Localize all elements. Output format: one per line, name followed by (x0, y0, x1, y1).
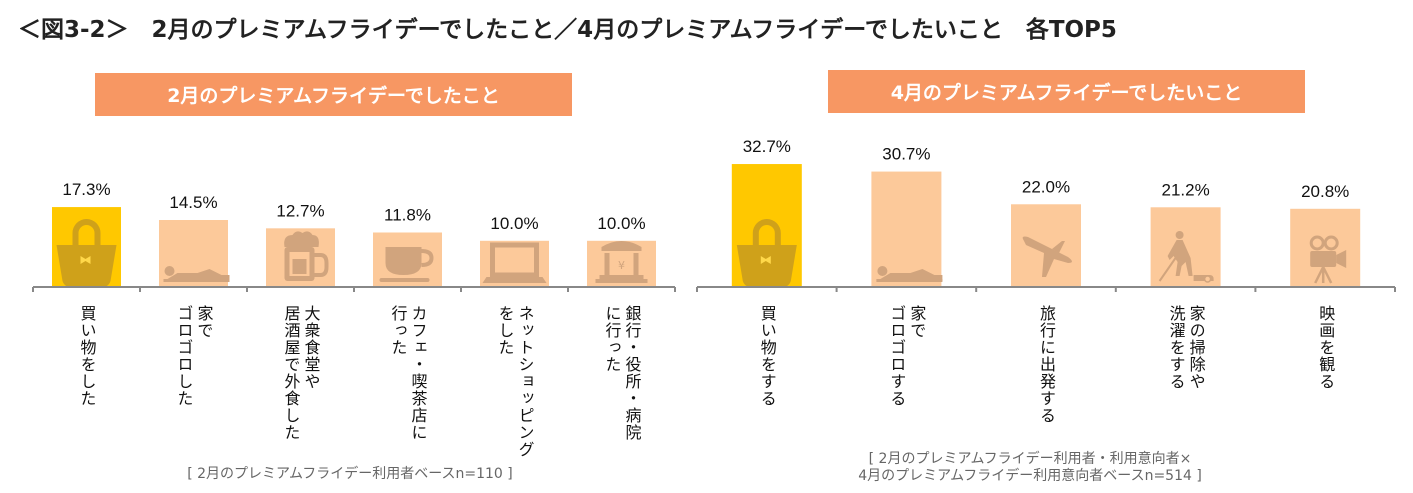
chart-left-data-label: 10.0% (490, 214, 538, 233)
chart-left-title-banner: 2月のプレミアムフライデーでしたこと (95, 73, 572, 116)
category-label-line: をした (495, 305, 515, 356)
category-label-line: 大衆食堂や (301, 305, 321, 390)
category-label-line: 家の掃除や (1186, 305, 1206, 390)
movie-camera-icon (1309, 235, 1347, 284)
chart-right-bar-group: 21.2% (1150, 180, 1221, 287)
category-label-line: 行った (388, 305, 408, 356)
vacuum-cleaning-icon (1158, 231, 1214, 283)
chart-right-category-label: 買い物をする (757, 305, 777, 407)
chart-right-category-label: 映画を観る (1315, 305, 1335, 390)
chart-right-data-label: 21.2% (1161, 180, 1209, 199)
beer-mug-icon (284, 231, 329, 281)
chart-right-category-label: 家で ゴロゴロする (886, 305, 926, 407)
chart-left-bar-group: 10.0% (480, 214, 549, 287)
svg-text:¥: ¥ (618, 259, 625, 272)
chart-left-bar-group: 17.3% (52, 180, 121, 287)
figure-title: ＜図3-2＞ 2月のプレミアムフライデーでしたこと／4月のプレミアムフライデーで… (18, 17, 1117, 43)
chart-left-category-label: 大衆食堂や 居酒屋で外食した (281, 305, 321, 441)
chart-left-category-label: 買い物をした (77, 305, 97, 407)
chart-left-category-label: ネットショッピング をした (495, 305, 535, 458)
chart-left-data-label: 11.8% (384, 205, 431, 224)
chart-right-data-label: 32.7% (743, 137, 791, 156)
chart-right-category-label: 家の掃除や 洗濯をする (1166, 305, 1206, 390)
category-label-line: ネットショッピング (515, 305, 535, 458)
bank-icon: ¥ (595, 241, 648, 283)
chart-right-data-label: 20.8% (1301, 182, 1349, 201)
chart-right: 32.7% 30.7% 22.0% 21.2% 20.8% (696, 137, 1396, 292)
category-label-line: 洗濯をする (1166, 305, 1186, 390)
chart-right-data-label: 22.0% (1022, 177, 1070, 196)
category-label-line: 買い物をする (757, 305, 777, 407)
category-label-line: ゴロゴロした (174, 305, 194, 407)
category-label-line: 家で (907, 305, 927, 339)
chart-right-base-note: [ 2月のプレミアムフライデー利用者・利用意向者× 4月のプレミアムフライデー利… (740, 451, 1320, 485)
category-label-line: 家で (194, 305, 214, 339)
chart-right-base-note-line-1: [ 2月のプレミアムフライデー利用者・利用意向者× (868, 451, 1192, 467)
chart-right-base-note-line-2: 4月のプレミアムフライデー利用意向者ベースn=514 ] (858, 468, 1202, 484)
chart-right-bar (1290, 208, 1361, 287)
chart-left-data-label: 10.0% (597, 214, 645, 233)
airplane-icon (1022, 236, 1072, 277)
chart-left-base-note: [ 2月のプレミアムフライデー利用者ベースn=110 ] (187, 466, 513, 482)
chart-right-bar-group: 20.8% (1290, 182, 1361, 287)
chart-left-bar-group: 12.7% (266, 201, 335, 287)
chart-left-bar-group: 14.5% (159, 193, 230, 287)
chart-right-bar-group: 32.7% (731, 137, 802, 287)
category-label-line: 銀行・役所・病院 (622, 305, 642, 441)
chart-right-category-label: 旅行に出発する (1036, 305, 1056, 424)
category-label-line: 旅行に出発する (1037, 305, 1056, 424)
laptop-icon (482, 242, 547, 283)
chart-right-bar-group: 22.0% (1011, 177, 1081, 287)
lying-person-icon (876, 266, 943, 282)
chart-left-category-label: カフェ・喫茶店に 行った (388, 305, 428, 441)
coffee-cup-icon (379, 247, 434, 282)
category-label-line: 映画を観る (1316, 305, 1336, 390)
category-label-line: 居酒屋で外食した (281, 305, 301, 441)
category-label-line: に行った (602, 305, 622, 373)
chart-right-bar-group: 30.7% (871, 145, 943, 287)
chart-right-title-banner: 4月のプレミアムフライデーでしたいこと (828, 70, 1305, 113)
lying-person-icon (163, 266, 230, 282)
category-label-line: ゴロゴロする (887, 305, 907, 407)
chart-left-category-label: 銀行・役所・病院 に行った (602, 305, 642, 441)
chart-left-data-label: 14.5% (169, 193, 217, 212)
chart-left: 17.3%14.5% 12.7% 11.8% 10.0%¥10.0% (32, 180, 676, 292)
chart-left-bar-group: ¥10.0% (587, 214, 656, 287)
category-label-line: 買い物をした (77, 305, 97, 407)
chart-left-category-label: 家で ゴロゴロした (174, 305, 214, 407)
chart-left-data-label: 12.7% (276, 201, 324, 220)
chart-left-bar-group: 11.8% (373, 205, 442, 287)
bag-icon (56, 219, 117, 287)
category-label-line: カフェ・喫茶店に (408, 305, 428, 441)
chart-right-data-label: 30.7% (882, 145, 930, 164)
chart-left-data-label: 17.3% (62, 180, 110, 199)
bag-icon (736, 219, 797, 287)
